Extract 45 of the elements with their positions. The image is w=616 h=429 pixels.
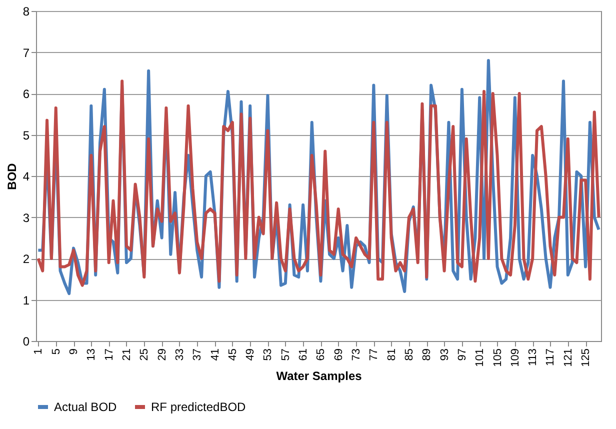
x-tick-label: 9 xyxy=(68,348,80,355)
x-tick-label: 1 xyxy=(32,348,45,355)
x-tick-label: 69 xyxy=(332,348,345,361)
x-tick-label: 101 xyxy=(474,348,486,367)
y-tick-label: 7 xyxy=(22,46,30,60)
x-tick-label: 45 xyxy=(226,348,239,361)
x-axis-title: Water Samples xyxy=(276,368,362,383)
x-tick-label: 33 xyxy=(174,348,186,361)
x-tick-label: 81 xyxy=(386,348,398,361)
x-tick-label: 113 xyxy=(527,348,540,366)
x-tick-label: 29 xyxy=(156,348,168,361)
y-tick-label: 0 xyxy=(22,334,30,348)
x-tick-label: 105 xyxy=(492,348,504,367)
y-tick-label: 2 xyxy=(22,252,30,266)
y-tick-label: 1 xyxy=(22,293,30,308)
y-tick-label: 6 xyxy=(22,87,30,101)
y-tick-label: 4 xyxy=(22,170,30,184)
x-tick-label: 25 xyxy=(138,348,151,361)
x-tick-label: 109 xyxy=(509,348,522,367)
x-tick-label: 93 xyxy=(438,348,451,361)
x-tick-label: 125 xyxy=(580,348,592,367)
x-tick-label: 121 xyxy=(562,348,574,367)
x-tick-label: 17 xyxy=(103,348,116,361)
y-axis-title: BOD xyxy=(4,162,19,190)
x-tick-label: 53 xyxy=(262,348,274,361)
x-tick-label: 5 xyxy=(50,348,62,355)
x-tick-label: 21 xyxy=(120,348,133,361)
x-tick-label: 61 xyxy=(298,348,310,361)
x-tick-label: 41 xyxy=(209,348,222,361)
x-tick-label: 37 xyxy=(192,348,204,361)
x-tick-label: 117 xyxy=(544,348,557,366)
x-tick-label: 97 xyxy=(456,348,468,361)
x-tick-label: 49 xyxy=(244,348,257,361)
y-tick-label: 8 xyxy=(22,4,30,18)
x-tick-label: 65 xyxy=(315,348,328,361)
y-tick-label: 5 xyxy=(22,128,30,142)
x-tick-label: 85 xyxy=(403,348,416,361)
legend-label: Actual BOD xyxy=(54,400,118,414)
legend-label: RF predictedBOD xyxy=(151,400,246,414)
x-tick-label: 77 xyxy=(368,348,380,361)
y-tick-label: 3 xyxy=(22,210,30,225)
x-tick-label: 57 xyxy=(280,348,292,361)
x-tick-label: 89 xyxy=(421,348,434,361)
x-tick-label: 13 xyxy=(86,348,98,361)
x-tick-label: 73 xyxy=(350,348,363,361)
